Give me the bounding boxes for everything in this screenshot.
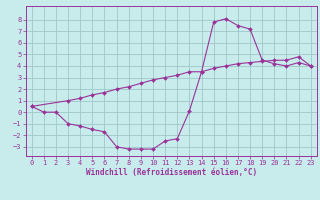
- X-axis label: Windchill (Refroidissement éolien,°C): Windchill (Refroidissement éolien,°C): [86, 168, 257, 177]
